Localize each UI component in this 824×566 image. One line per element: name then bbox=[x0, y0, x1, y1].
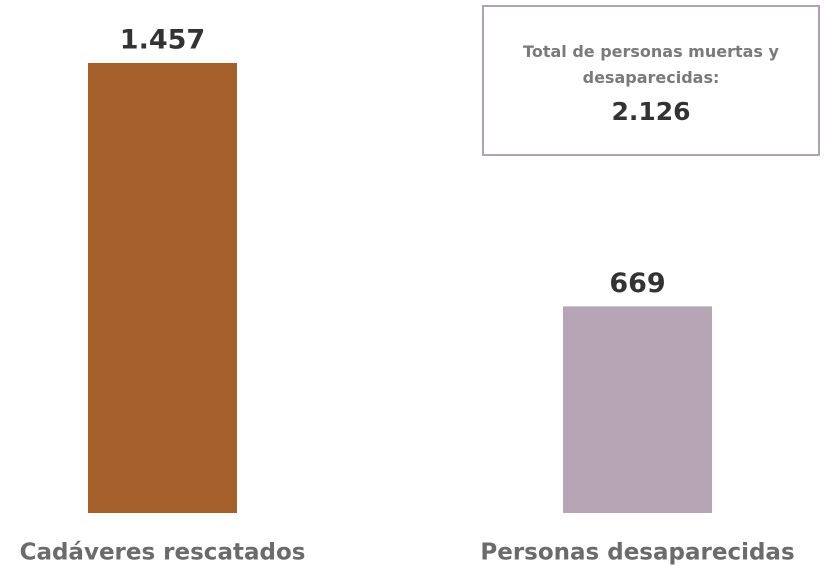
annotation-value: 2.126 bbox=[611, 97, 691, 126]
value-label: 669 bbox=[609, 268, 665, 299]
annotation-box: Total de personas muertas y desaparecida… bbox=[482, 5, 820, 156]
bar bbox=[88, 63, 237, 513]
category-label: Personas desaparecidas bbox=[480, 540, 794, 566]
annotation-text: Total de personas muertas y desaparecida… bbox=[523, 42, 779, 87]
bar bbox=[563, 306, 712, 513]
category-label: Cadáveres rescatados bbox=[20, 540, 306, 566]
value-label: 1.457 bbox=[120, 25, 205, 56]
